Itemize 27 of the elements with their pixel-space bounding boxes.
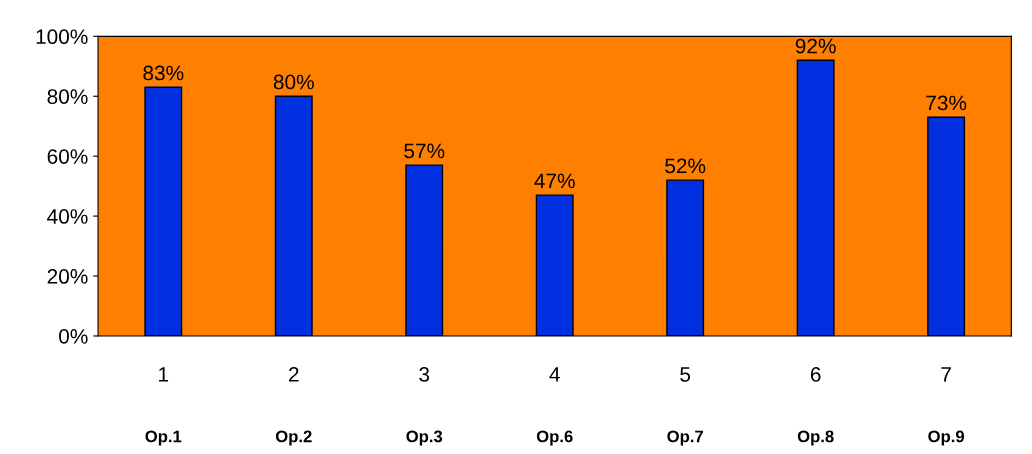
y-tick-label: 60%	[47, 149, 88, 164]
text: Op.6	[536, 430, 573, 446]
x-tick-label: 6	[810, 367, 821, 382]
y-tick-label: 20%	[47, 269, 88, 284]
x-tick-label: 2	[289, 367, 299, 382]
x-tick-label: 7	[941, 367, 951, 382]
data-label: 57%	[404, 143, 445, 159]
text: Op.7	[667, 430, 703, 446]
y-tick-label: 100%	[36, 29, 88, 45]
y-tick-label: 80%	[47, 89, 88, 104]
data-label: 92%	[795, 38, 836, 54]
text: Op.9	[928, 430, 965, 446]
x-tick-label: 1	[159, 367, 169, 382]
text: Op.1	[145, 430, 182, 446]
x-tick-label: 4	[549, 367, 560, 382]
x-tick-label: 5	[680, 367, 691, 382]
data-label: 52%	[665, 158, 706, 174]
y-tick-label: 40%	[47, 209, 88, 224]
text: Op.3	[406, 430, 443, 446]
y-tick-label: 0%	[59, 328, 88, 344]
text: Op.8	[797, 430, 834, 446]
data-label: 47%	[534, 173, 575, 189]
data-label: 73%	[926, 95, 967, 111]
text: Op.2	[275, 430, 312, 446]
x-tick-label: 3	[419, 367, 430, 382]
data-label: 83%	[143, 65, 184, 81]
data-label: 80%	[273, 74, 314, 90]
